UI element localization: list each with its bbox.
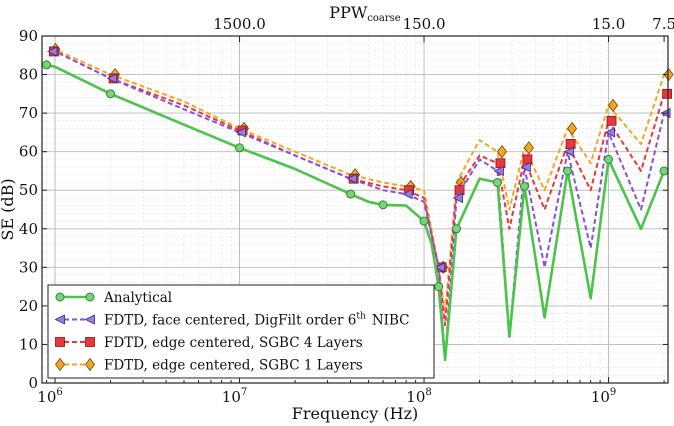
legend-item-3: FDTD, edge centered, SGBC 4 Layers: [55, 335, 363, 351]
series-marker: [608, 98, 619, 113]
series-layer: [42, 42, 674, 362]
series-line: [50, 50, 666, 327]
x-tick-label-exponent: 8: [425, 387, 431, 398]
series-marker: [604, 127, 615, 138]
top-tick-label: 150.0: [403, 15, 446, 33]
series-marker: [85, 337, 95, 347]
series-marker: [54, 314, 65, 325]
legend-label-superscript: th: [356, 312, 366, 322]
y-tick-label: 0: [28, 374, 38, 392]
series-marker: [346, 173, 358, 184]
series-marker: [493, 165, 504, 177]
series-marker: [85, 292, 95, 302]
series-marker: [452, 224, 462, 234]
top-tick-label: 15.0: [592, 15, 625, 33]
series-marker: [567, 121, 578, 136]
legend-label: FDTD, edge centered, SGBC 1 Layers: [104, 358, 363, 374]
series-marker: [659, 166, 669, 176]
x-tick-label-exponent: 6: [56, 387, 62, 398]
x-axis-label: Frequency (Hz): [292, 404, 419, 423]
x-tick-label-base: 10: [406, 388, 425, 406]
x-tick-label-base: 10: [222, 388, 241, 406]
series-marker: [604, 154, 614, 164]
x-tick-label: 109: [591, 387, 616, 406]
series-marker: [563, 146, 575, 157]
x-tick-label-base: 10: [37, 388, 56, 406]
x-tick-label: 106: [37, 387, 62, 406]
series-marker: [419, 216, 429, 226]
top-tick-label: 7.5: [652, 15, 674, 33]
series-marker: [84, 314, 95, 325]
x-tick-label-base: 10: [591, 388, 610, 406]
y-tick-label: 30: [19, 258, 38, 276]
series-marker: [434, 262, 446, 273]
legend-label-text: Analytical: [103, 290, 172, 306]
y-tick-label: 20: [19, 297, 38, 315]
series-marker: [434, 282, 444, 292]
x-tick-label: 108: [406, 387, 431, 406]
series-marker: [496, 145, 507, 159]
y-tick-label: 10: [19, 335, 38, 353]
series-marker: [662, 88, 672, 99]
legend-label-text: FDTD, edge centered, SGBC 4 Layers: [104, 335, 363, 351]
legend-label-text: FDTD, face centered, DigFilt order 6: [104, 313, 356, 329]
legend-item-4: FDTD, edge centered, SGBC 1 Layers: [55, 357, 363, 374]
series-marker: [523, 141, 534, 155]
series-marker: [519, 181, 529, 191]
series-marker: [55, 337, 65, 347]
legend-label: Analytical: [103, 290, 172, 306]
top-axis-label-sub: coarse: [367, 13, 400, 24]
series-marker: [235, 127, 246, 138]
series-marker: [606, 115, 617, 126]
legend-label: FDTD, face centered, DigFilt order 6th NI…: [104, 312, 409, 329]
y-tick-label: 90: [19, 27, 38, 45]
series-marker: [55, 292, 65, 302]
x-tick-label-exponent: 9: [610, 387, 616, 398]
top-axis-label: PPWcoarse: [329, 3, 400, 24]
plot-frame: [41, 35, 669, 384]
series-3: [49, 46, 672, 327]
series-marker: [106, 73, 117, 84]
legend-item-2: FDTD, face centered, DigFilt order 6th NI…: [54, 312, 409, 329]
y-axis-label: SE (dB): [0, 178, 17, 240]
series-marker: [378, 200, 388, 210]
x-tick-label: 107: [222, 387, 247, 406]
legend-items: Analytical FDTD, face centered, DigFilt o…: [54, 290, 409, 374]
series-marker: [235, 143, 245, 153]
legend-label: FDTD, edge centered, SGBC 4 Layers: [104, 335, 363, 351]
series-marker: [55, 357, 65, 372]
series-marker: [346, 189, 356, 199]
top-axis-label-main: PPW: [329, 3, 368, 22]
series-marker: [402, 188, 413, 200]
series-marker: [492, 178, 502, 188]
legend: Analytical FDTD, face centered, DigFilt o…: [47, 284, 435, 379]
legend-label-tail: NIBC: [372, 313, 410, 329]
y-tick-label: 40: [19, 220, 38, 238]
legend-item-1: Analytical: [55, 290, 172, 306]
series-marker: [520, 161, 531, 173]
top-tick-label: 1500.0: [213, 15, 266, 33]
y-tick-label: 60: [19, 143, 38, 161]
series-marker: [563, 166, 573, 176]
series-marker: [42, 60, 52, 70]
x-tick-label-exponent: 7: [241, 387, 247, 398]
series-marker: [452, 192, 463, 204]
series-1: [42, 60, 669, 362]
series-marker: [106, 89, 116, 99]
legend-box: [47, 284, 435, 379]
series-marker: [85, 357, 95, 372]
series-marker: [47, 46, 58, 57]
legend-label-text: FDTD, edge centered, SGBC 1 Layers: [104, 358, 363, 374]
y-tick-label: 70: [19, 104, 38, 122]
y-tick-label: 80: [19, 66, 38, 84]
y-tick-label: 50: [19, 181, 38, 199]
